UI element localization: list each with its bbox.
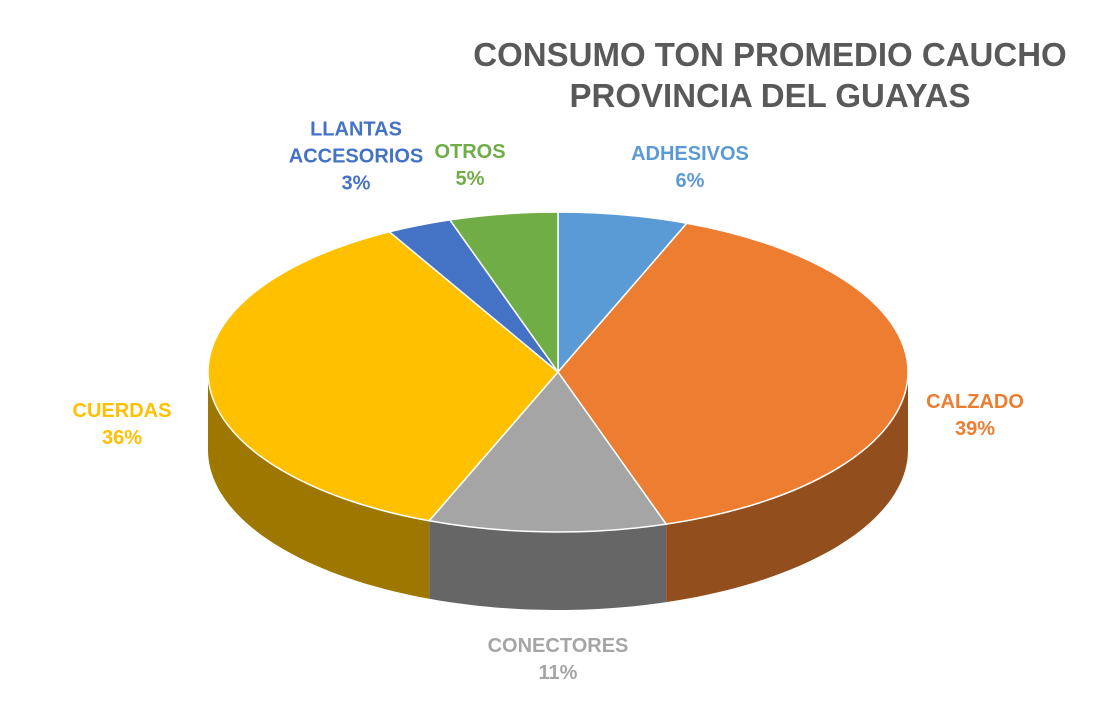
label-value: 6% xyxy=(675,170,705,192)
pie-slice xyxy=(427,370,668,533)
label-name: LLANTAS ACCESORIOS xyxy=(288,118,424,168)
label-name: CUERDAS xyxy=(72,400,172,422)
label-value: 39% xyxy=(954,418,996,440)
label-name: ADHESIVOS xyxy=(631,143,749,165)
data-label: CUERDAS 36% xyxy=(73,398,172,452)
data-label: LLANTAS ACCESORIOS 3% xyxy=(286,117,426,198)
pie-slice-side xyxy=(429,520,667,610)
data-label: CALZADO 39% xyxy=(926,389,1024,443)
pie-slice-side xyxy=(666,372,908,603)
pie-slice xyxy=(207,230,560,522)
pie-slice xyxy=(557,211,689,375)
label-value: 5% xyxy=(455,168,485,190)
label-name: OTROS xyxy=(434,141,506,163)
label-name: CONECTORES xyxy=(487,635,629,657)
pie-slice xyxy=(448,211,559,375)
label-value: 11% xyxy=(538,662,578,684)
pie-slice xyxy=(557,222,909,525)
data-label: OTROS 5% xyxy=(434,139,505,193)
label-name: CALZADO xyxy=(926,391,1024,413)
pie-slice-side xyxy=(208,372,430,599)
data-label: ADHESIVOS 6% xyxy=(631,141,749,195)
data-label: CONECTORES 11% xyxy=(488,633,629,687)
label-value: 3% xyxy=(341,172,371,195)
chart-title: CONSUMO TON PROMEDIO CAUCHO PROVINCIA DE… xyxy=(473,36,1067,115)
label-value: 36% xyxy=(101,427,143,449)
